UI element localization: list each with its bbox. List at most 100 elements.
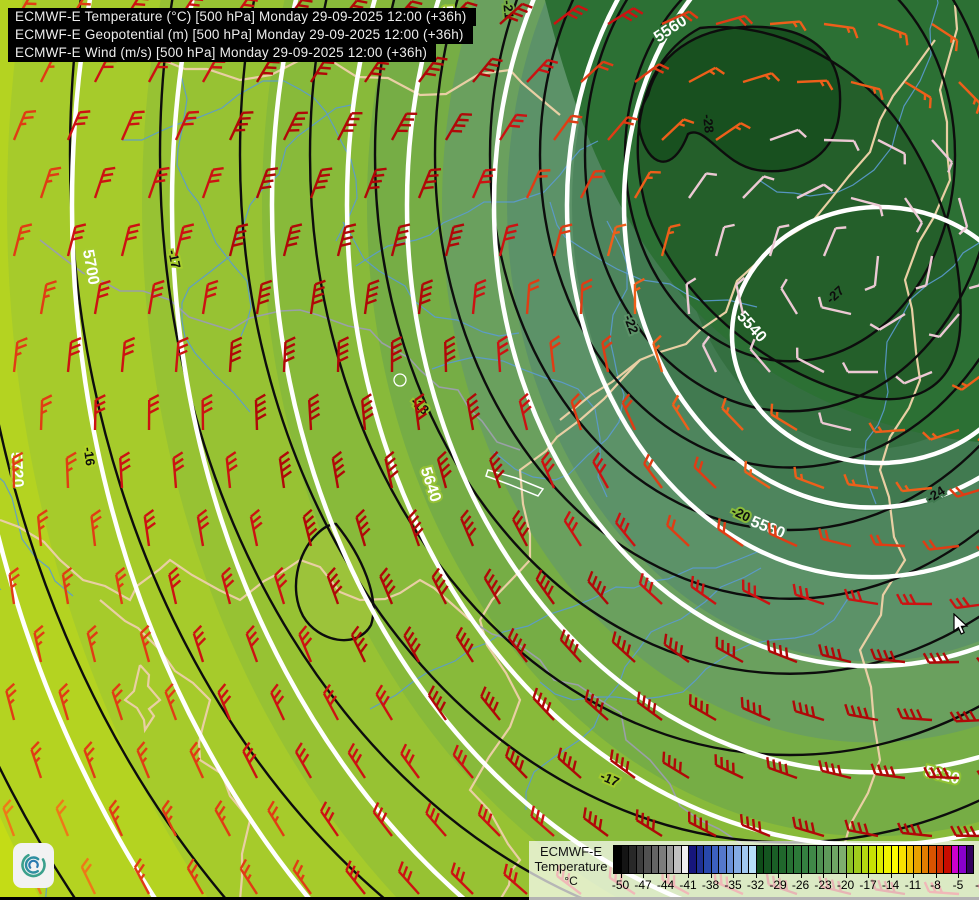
wind-barb: [139, 624, 152, 663]
legend-title-model: ECMWF-E: [539, 844, 603, 859]
wind-barb: [877, 22, 909, 46]
wind-barb: [282, 111, 308, 141]
legend-color-cell: [966, 846, 973, 873]
wind-barb: [563, 510, 583, 547]
wind-barb: [80, 857, 97, 895]
header-temperature-line: ECMWF-E Temperature (°C) [500 hPa] Monda…: [8, 8, 476, 26]
wind-barb: [931, 22, 959, 52]
legend-color-cell: [704, 846, 712, 873]
wind-barb: [739, 814, 771, 838]
wind-barb: [592, 452, 610, 489]
wind-barb: [818, 760, 852, 780]
wind-barb: [66, 110, 91, 141]
wind-barb: [769, 20, 807, 32]
wind-barb: [844, 819, 879, 838]
wind-barb: [192, 624, 207, 663]
legend-color-cell: [854, 846, 862, 873]
wind-barb: [587, 570, 609, 605]
wind-barb: [843, 588, 879, 606]
wind-barb: [928, 313, 960, 339]
wind-barb: [136, 741, 151, 779]
wind-barb: [225, 451, 238, 489]
wind-barb: [217, 683, 232, 721]
wind-barb: [93, 394, 106, 431]
legend-tick: [823, 873, 824, 878]
wind-barb: [951, 371, 979, 391]
wind-barb: [841, 361, 878, 374]
wind-barb: [904, 197, 924, 233]
wind-barb: [931, 139, 954, 173]
legend-tick-label: -26: [791, 878, 810, 892]
wind-barb: [66, 337, 82, 373]
legend-color-cell: [674, 846, 682, 873]
wind-barb: [915, 255, 934, 290]
wind-barb: [949, 710, 979, 723]
wind-barb: [895, 370, 933, 385]
wind-barb: [768, 224, 790, 257]
wind-barb: [270, 683, 286, 721]
wind-barb: [553, 4, 589, 25]
wind-barb: [661, 10, 699, 26]
wind-barb: [535, 569, 555, 605]
wind-barb: [579, 278, 593, 315]
country-border: [838, 4, 959, 861]
wind-barb: [503, 863, 528, 895]
wind-barb: [601, 334, 613, 373]
legend-color-cell: [614, 846, 622, 873]
legend-tick: [868, 873, 869, 878]
wind-barb: [634, 63, 670, 83]
wind-barb: [498, 223, 519, 257]
brand-logo[interactable]: [13, 843, 54, 888]
wind-barb: [582, 807, 609, 837]
wind-barb: [390, 112, 418, 141]
legend-tick-label: -2: [975, 878, 979, 892]
wind-barb: [444, 335, 456, 373]
contour-label: -17: [165, 248, 184, 270]
wind-barb: [636, 691, 663, 721]
lake: [393, 373, 407, 387]
lake: [485, 469, 545, 497]
wind-barb: [606, 223, 627, 257]
wind-barb: [743, 460, 771, 490]
wind-barb: [111, 682, 124, 721]
wind-barb: [749, 338, 771, 373]
country-border: [39, 239, 521, 451]
wind-barb: [607, 7, 644, 26]
wind-barb: [427, 685, 447, 721]
wind-barb: [796, 183, 834, 200]
wind-barb: [466, 392, 481, 431]
wind-barb: [780, 278, 799, 315]
wind-barb: [770, 403, 798, 432]
header-wind-line: ECMWF-E Wind (m/s) [500 hPa] Monday 29-0…: [8, 44, 437, 62]
wind-barb: [133, 857, 151, 895]
legend-colorbar: [613, 845, 974, 874]
wind-barb: [302, 508, 318, 547]
legend-title-unit: °C: [564, 874, 578, 888]
wind-barb: [319, 801, 339, 837]
wind-barb: [350, 625, 368, 663]
wind-barb: [189, 741, 205, 779]
legend-tick-label: -35: [724, 878, 742, 892]
wind-barb: [295, 742, 313, 779]
wind-barb: [715, 636, 744, 664]
legend-color-cell: [899, 846, 907, 873]
legend-tick: [800, 873, 802, 878]
contour-label: -28: [700, 114, 717, 134]
wind-barb: [663, 633, 690, 663]
wind-barb: [309, 279, 326, 315]
legend-tick-label: -5: [952, 878, 964, 892]
wind-barb: [792, 700, 825, 722]
legend-color-cell: [846, 846, 854, 873]
legend-tick: [688, 873, 689, 878]
wind-barb: [740, 697, 771, 722]
legend-title: ECMWF-E Temperature °C: [529, 844, 613, 889]
wind-barb: [172, 451, 185, 489]
legend-tick: [733, 873, 734, 878]
wind-barb: [201, 393, 213, 431]
wind-barb: [714, 223, 735, 257]
legend-color-cell: [816, 846, 824, 873]
wind-barb: [33, 624, 45, 663]
legend-color-cell: [681, 846, 689, 873]
